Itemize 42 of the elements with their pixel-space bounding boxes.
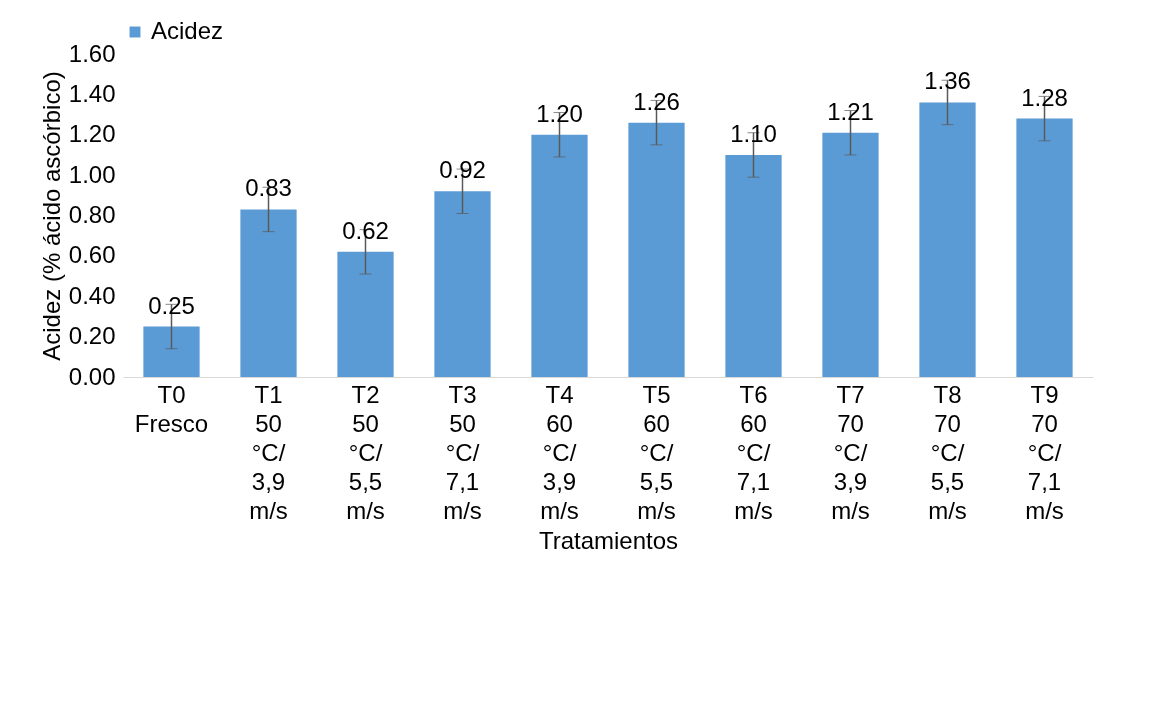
bar	[725, 154, 782, 377]
x-tick-label: T3 50 °C/ 7,1 m/s	[443, 380, 482, 524]
x-tick-label: T5 60 °C/ 5,5 m/s	[637, 380, 676, 524]
x-tick-label: T9 70 °C/ 7,1 m/s	[1025, 380, 1064, 524]
y-tick-label: 0.00	[68, 362, 116, 390]
data-label: 1.21	[827, 97, 874, 125]
data-label: 0.92	[439, 156, 486, 184]
x-tick-label: T4 60 °C/ 3,9 m/s	[540, 380, 579, 524]
legend-label: Acidez	[151, 17, 224, 44]
y-tick-label: 1.40	[68, 79, 116, 107]
data-label: 0.83	[245, 174, 292, 202]
data-label: 1.28	[1021, 83, 1068, 111]
x-tick-label: T2 50 °C/ 5,5 m/s	[346, 380, 385, 524]
x-tick-label: T6 60 °C/ 7,1 m/s	[734, 380, 773, 524]
data-label: 1.26	[633, 87, 680, 115]
y-tick-label: 1.00	[68, 160, 116, 188]
bar	[531, 134, 588, 377]
y-tick-label: 0.40	[68, 281, 116, 309]
data-label: 0.62	[342, 216, 389, 244]
y-tick-label: 1.20	[68, 120, 116, 148]
x-tick-label: T1 50 °C/ 3,9 m/s	[249, 380, 288, 524]
bar	[240, 209, 297, 377]
bar	[337, 251, 394, 377]
bar	[919, 102, 976, 377]
y-tick-label: 0.60	[68, 241, 116, 269]
y-tick-label: 0.80	[68, 201, 116, 228]
x-axis-title: Tratamientos	[538, 526, 679, 554]
data-label: 1.36	[924, 67, 971, 95]
bar	[1016, 118, 1073, 377]
y-tick-label: 0.20	[68, 322, 116, 350]
bar	[628, 122, 685, 377]
y-tick-label: 1.60	[68, 39, 116, 67]
x-tick-label: T7 70 °C/ 3,9 m/s	[831, 380, 870, 524]
data-label: 0.25	[148, 291, 195, 319]
data-label: 1.20	[536, 99, 583, 127]
x-tick-label: T8 70 °C/ 5,5 m/s	[928, 380, 967, 524]
bar	[143, 326, 200, 377]
y-axis-title: Acidez (% ácido ascórbico)	[37, 71, 65, 361]
bar	[434, 191, 491, 377]
data-label: 1.10	[730, 119, 777, 147]
x-tick-label: T0 Fresco	[134, 380, 209, 437]
bar	[822, 132, 879, 377]
